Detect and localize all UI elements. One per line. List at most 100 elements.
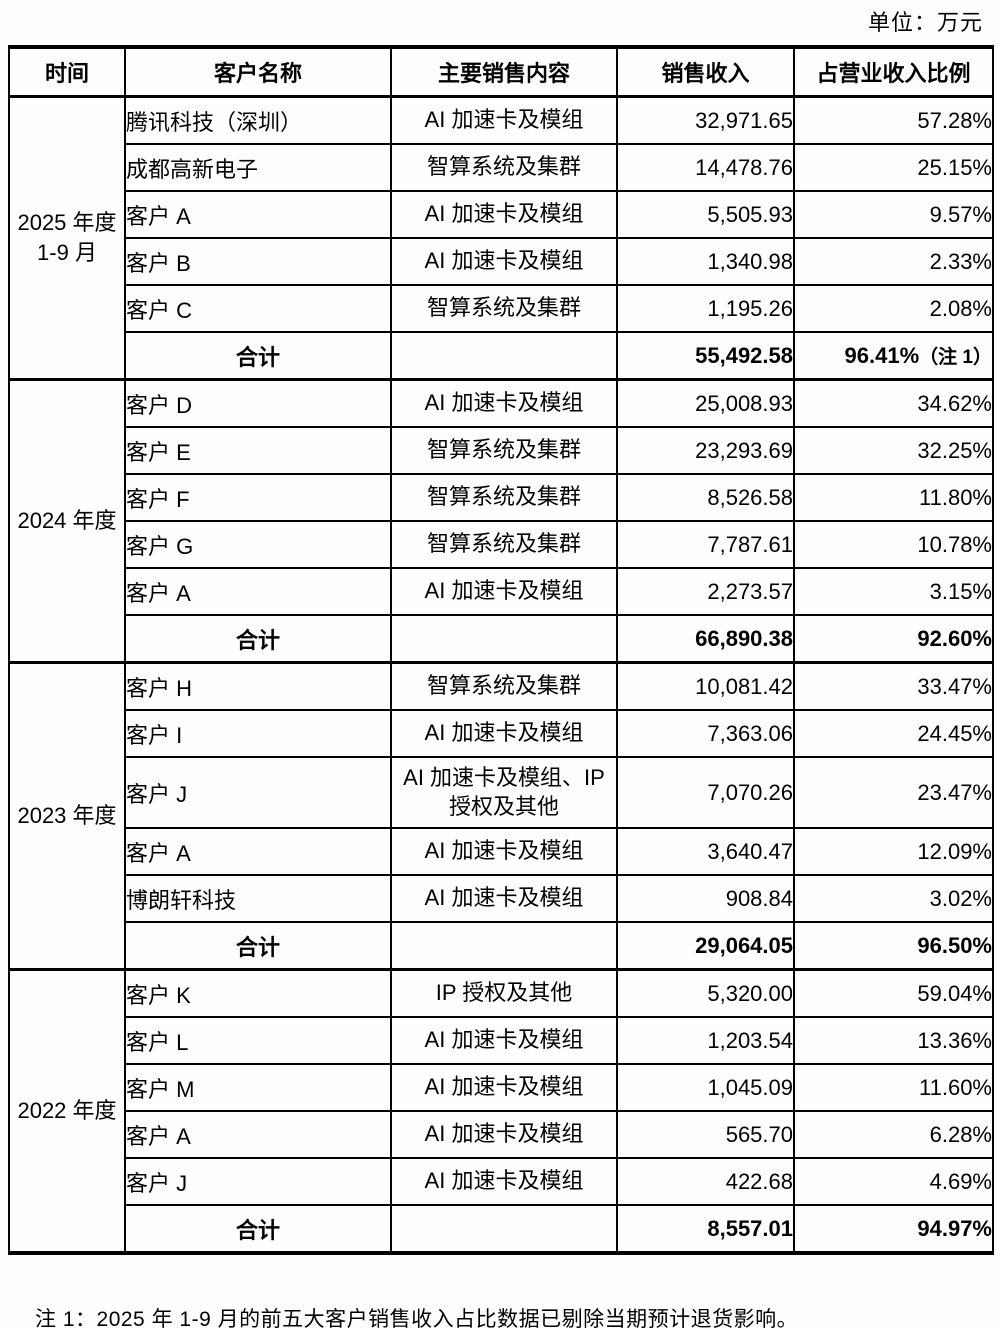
customer-cell: 客户 K bbox=[124, 968, 392, 1018]
total-row: 合计 66,890.38 92.60% bbox=[9, 614, 994, 664]
customer-cell: 客户 A bbox=[124, 567, 392, 616]
total-ratio-note: （注 1） bbox=[919, 347, 992, 368]
table-row: 博朗轩科技 AI 加速卡及模组 908.84 3.02% bbox=[9, 874, 994, 923]
total-revenue-cell: 55,492.58 bbox=[616, 331, 795, 381]
table-body: 2025 年度 1-9 月腾讯科技（深圳） AI 加速卡及模组 32,971.65 57… bbox=[8, 95, 994, 1254]
total-revenue-cell: 29,064.05 bbox=[616, 921, 795, 971]
sales-content-cell: AI 加速卡及模组 bbox=[390, 1110, 618, 1159]
revenue-cell: 7,363.06 bbox=[616, 709, 795, 758]
total-ratio-value: 94.97% bbox=[917, 1215, 992, 1241]
customer-cell: 客户 J bbox=[124, 1157, 392, 1206]
customer-cell: 客户 I bbox=[124, 709, 392, 758]
revenue-cell: 10,081.42 bbox=[616, 661, 795, 711]
table-row: 客户 A AI 加速卡及模组 565.70 6.28% bbox=[9, 1110, 994, 1159]
ratio-cell: 2.33% bbox=[793, 237, 994, 286]
customer-cell: 博朗轩科技 bbox=[124, 874, 392, 923]
total-ratio-cell: 94.97% bbox=[793, 1204, 994, 1254]
revenue-cell: 23,293.69 bbox=[616, 426, 795, 475]
ratio-cell: 4.69% bbox=[793, 1157, 994, 1206]
sales-content-cell: 智算系统及集群 bbox=[390, 473, 618, 522]
customer-cell: 客户 A bbox=[124, 827, 392, 876]
table-row: 客户 G 智算系统及集群 7,787.61 10.78% bbox=[9, 520, 994, 569]
revenue-cell: 7,070.26 bbox=[616, 756, 795, 829]
revenue-cell: 2,273.57 bbox=[616, 567, 795, 616]
unit-label: 单位：万元 bbox=[867, 10, 983, 35]
table-header: 时间 客户名称 主要销售内容 销售收入 占营业收入比例 bbox=[8, 46, 994, 98]
table-row: 客户 C 智算系统及集群 1,195.26 2.08% bbox=[9, 284, 994, 333]
customer-cell: 客户 A bbox=[124, 1110, 392, 1159]
table-row: 客户 L AI 加速卡及模组 1,203.54 13.36% bbox=[9, 1016, 994, 1065]
ratio-cell: 11.80% bbox=[793, 473, 994, 522]
ratio-cell: 13.36% bbox=[793, 1016, 994, 1065]
header-sales-revenue: 销售收入 bbox=[616, 46, 795, 98]
revenue-cell: 422.68 bbox=[616, 1157, 795, 1206]
ratio-cell: 2.08% bbox=[793, 284, 994, 333]
sales-content-cell: AI 加速卡及模组 bbox=[390, 567, 618, 616]
total-ratio-cell: 96.41%（注 1） bbox=[793, 331, 994, 381]
revenue-cell: 7,787.61 bbox=[616, 520, 795, 569]
total-empty-cell bbox=[390, 1204, 618, 1254]
total-ratio-cell: 96.50% bbox=[793, 921, 994, 971]
header-sales-content: 主要销售内容 bbox=[390, 46, 618, 98]
sales-content-cell: AI 加速卡及模组 bbox=[390, 190, 618, 239]
customer-cell: 腾讯科技（深圳） bbox=[124, 95, 392, 145]
customer-cell: 客户 C bbox=[124, 284, 392, 333]
total-ratio-value: 96.50% bbox=[917, 932, 992, 958]
header-customer-name: 客户名称 bbox=[124, 46, 392, 98]
total-row: 合计 55,492.58 96.41%（注 1） bbox=[9, 331, 994, 381]
sales-content-cell: 智算系统及集群 bbox=[390, 520, 618, 569]
sales-content-cell: AI 加速卡及模组 bbox=[390, 1016, 618, 1065]
ratio-cell: 3.15% bbox=[793, 567, 994, 616]
table-row: 客户 A AI 加速卡及模组 3,640.47 12.09% bbox=[9, 827, 994, 876]
ratio-cell: 3.02% bbox=[793, 874, 994, 923]
total-empty-cell bbox=[390, 331, 618, 381]
table-row: 客户 A AI 加速卡及模组 5,505.93 9.57% bbox=[9, 190, 994, 239]
total-label-cell: 合计 bbox=[124, 331, 392, 381]
customer-cell: 客户 J bbox=[124, 756, 392, 829]
ratio-cell: 57.28% bbox=[793, 95, 994, 145]
sales-content-cell: AI 加速卡及模组、IP 授权及其他 bbox=[390, 756, 618, 829]
table-row: 客户 J AI 加速卡及模组、IP 授权及其他 7,070.26 23.47% bbox=[9, 756, 994, 829]
revenue-cell: 8,526.58 bbox=[616, 473, 795, 522]
revenue-cell: 1,045.09 bbox=[616, 1063, 795, 1112]
sales-content-cell: AI 加速卡及模组 bbox=[390, 709, 618, 758]
period-cell: 2025 年度 1-9 月 bbox=[8, 95, 126, 381]
table-row: 2024 年度 客户 D AI 加速卡及模组 25,008.93 34.62% bbox=[8, 378, 994, 664]
sales-content-cell: AI 加速卡及模组 bbox=[390, 827, 618, 876]
table-row: 客户 E 智算系统及集群 23,293.69 32.25% bbox=[9, 426, 994, 475]
sales-content-cell: 智算系统及集群 bbox=[390, 143, 618, 192]
revenue-cell: 1,203.54 bbox=[616, 1016, 795, 1065]
total-ratio-value: 92.60% bbox=[917, 625, 992, 651]
sales-content-cell: IP 授权及其他 bbox=[390, 968, 618, 1018]
customer-cell: 客户 M bbox=[124, 1063, 392, 1112]
ratio-cell: 9.57% bbox=[793, 190, 994, 239]
total-label-cell: 合计 bbox=[124, 921, 392, 971]
period-line: 2022 年度 bbox=[17, 1098, 117, 1124]
revenue-cell: 1,195.26 bbox=[616, 284, 795, 333]
customer-cell: 成都高新电子 bbox=[124, 143, 392, 192]
footnote: 注 1：2025 年 1-9 月的前五大客户销售收入占比数据已剔除当期预计退货影… bbox=[35, 1308, 799, 1330]
total-ratio-cell: 92.60% bbox=[793, 614, 994, 664]
total-row: 合计 29,064.05 96.50% bbox=[9, 921, 994, 971]
customer-cell: 客户 G bbox=[124, 520, 392, 569]
customer-cell: 客户 D bbox=[124, 378, 392, 428]
revenue-cell: 5,320.00 bbox=[616, 968, 795, 1018]
customer-cell: 客户 F bbox=[124, 473, 392, 522]
sales-content-cell: AI 加速卡及模组 bbox=[390, 378, 618, 428]
table-row: 2023 年度 客户 H 智算系统及集群 10,081.42 33.47% bbox=[8, 661, 994, 971]
revenue-cell: 3,640.47 bbox=[616, 827, 795, 876]
sales-content-cell: AI 加速卡及模组 bbox=[390, 95, 618, 145]
period-line: 2023 年度 bbox=[17, 803, 117, 829]
total-label-cell: 合计 bbox=[124, 1204, 392, 1254]
revenue-cell: 908.84 bbox=[616, 874, 795, 923]
period-line: 2024 年度 bbox=[17, 508, 117, 534]
period-cell: 2023 年度 bbox=[8, 661, 126, 971]
table-row: 2025 年度 1-9 月腾讯科技（深圳） AI 加速卡及模组 32,971.65 57… bbox=[8, 95, 994, 381]
revenue-cell: 25,008.93 bbox=[616, 378, 795, 428]
revenue-cell: 1,340.98 bbox=[616, 237, 795, 286]
total-empty-cell bbox=[390, 614, 618, 664]
ratio-cell: 11.60% bbox=[793, 1063, 994, 1112]
sales-content-cell: AI 加速卡及模组 bbox=[390, 1063, 618, 1112]
total-row: 合计 8,557.01 94.97% bbox=[9, 1204, 994, 1254]
